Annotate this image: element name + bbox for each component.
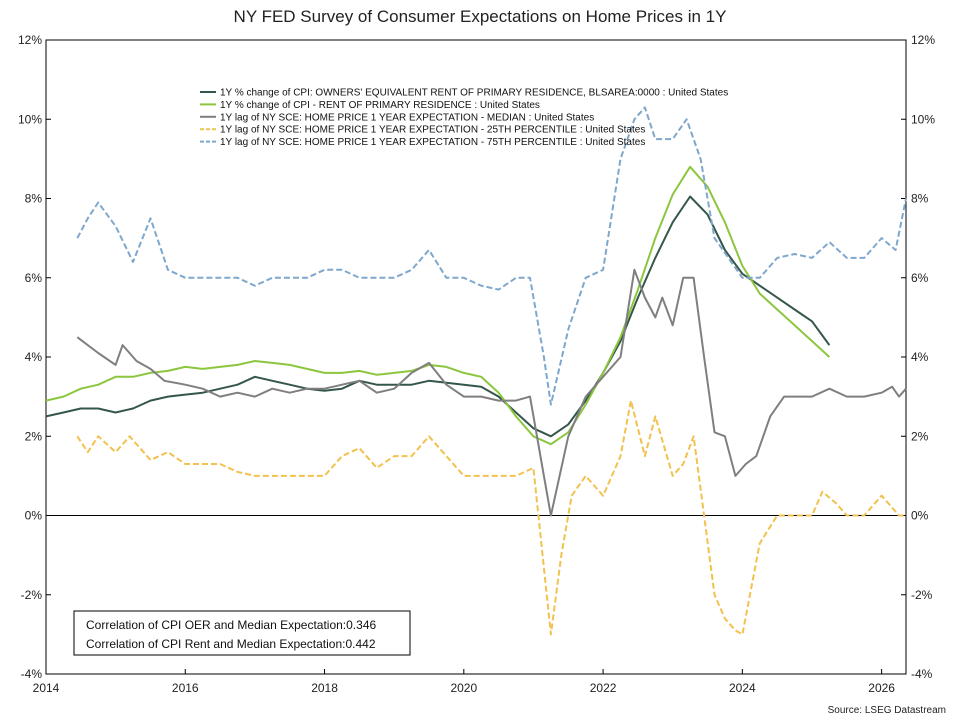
y-tick-label: 2%: [25, 429, 43, 443]
x-tick-label: 2022: [590, 681, 617, 695]
x-tick-label: 2024: [729, 681, 756, 695]
y-tick-label: 6%: [911, 271, 929, 285]
note-box-frame: [73, 610, 411, 656]
y-tick-label: 12%: [911, 33, 935, 47]
x-axis: 2014 2016 2018 2020 2022 2024 2026: [33, 669, 895, 695]
y-tick-label: -2%: [911, 588, 933, 602]
y-tick-label: 8%: [25, 192, 43, 206]
y-tick-label: 8%: [911, 192, 929, 206]
legend-label: 1Y % change of CPI: OWNERS' EQUIVALENT R…: [220, 88, 728, 99]
source-label: Source: LSEG Datastream: [828, 705, 946, 716]
legend-label: 1Y lag of NY SCE: HOME PRICE 1 YEAR EXPE…: [220, 137, 645, 148]
x-tick-label: 2016: [172, 681, 199, 695]
series-line: [45, 195, 831, 438]
y-axis-left: -4% -2% 0% 2% 4% 6% 8% 10% 12%: [18, 33, 51, 681]
y-tick-label: 10%: [911, 112, 935, 126]
y-tick-label: 2%: [911, 429, 929, 443]
y-tick-label: 0%: [911, 509, 929, 523]
note-line: Correlation of CPI OER and Median Expect…: [86, 618, 376, 632]
y-tick-label: 4%: [911, 350, 929, 364]
y-tick-label: 6%: [25, 271, 43, 285]
series-line: [76, 106, 907, 406]
y-tick-label: 0%: [25, 509, 43, 523]
note-line: Correlation of CPI Rent and Median Expec…: [86, 637, 376, 651]
legend: 1Y % change of CPI: OWNERS' EQUIVALENT R…: [200, 88, 728, 148]
legend-label: 1Y lag of NY SCE: HOME PRICE 1 YEAR EXPE…: [220, 112, 594, 123]
x-tick-label: 2020: [450, 681, 477, 695]
y-tick-label: -2%: [21, 588, 43, 602]
legend-label: 1Y lag of NY SCE: HOME PRICE 1 YEAR EXPE…: [220, 125, 645, 136]
y-tick-label: -4%: [911, 667, 933, 681]
x-tick-label: 2026: [868, 681, 895, 695]
series-layer: [45, 106, 907, 636]
y-axis-right: -4% -2% 0% 2% 4% 6% 8% 10% 12%: [901, 33, 935, 681]
y-tick-label: -4%: [21, 667, 43, 681]
series-line: [45, 165, 831, 446]
x-tick-label: 2018: [311, 681, 338, 695]
series-line: [76, 268, 907, 517]
chart-title: NY FED Survey of Consumer Expectations o…: [234, 7, 727, 26]
correlation-note-box: Correlation of CPI OER and Median Expect…: [73, 610, 411, 656]
y-tick-label: 10%: [18, 112, 42, 126]
y-tick-label: 4%: [25, 350, 43, 364]
legend-label: 1Y % change of CPI - RENT OF PRIMARY RES…: [220, 100, 540, 111]
x-tick-label: 2014: [33, 681, 60, 695]
y-tick-label: 12%: [18, 33, 42, 47]
series-line: [76, 399, 906, 636]
